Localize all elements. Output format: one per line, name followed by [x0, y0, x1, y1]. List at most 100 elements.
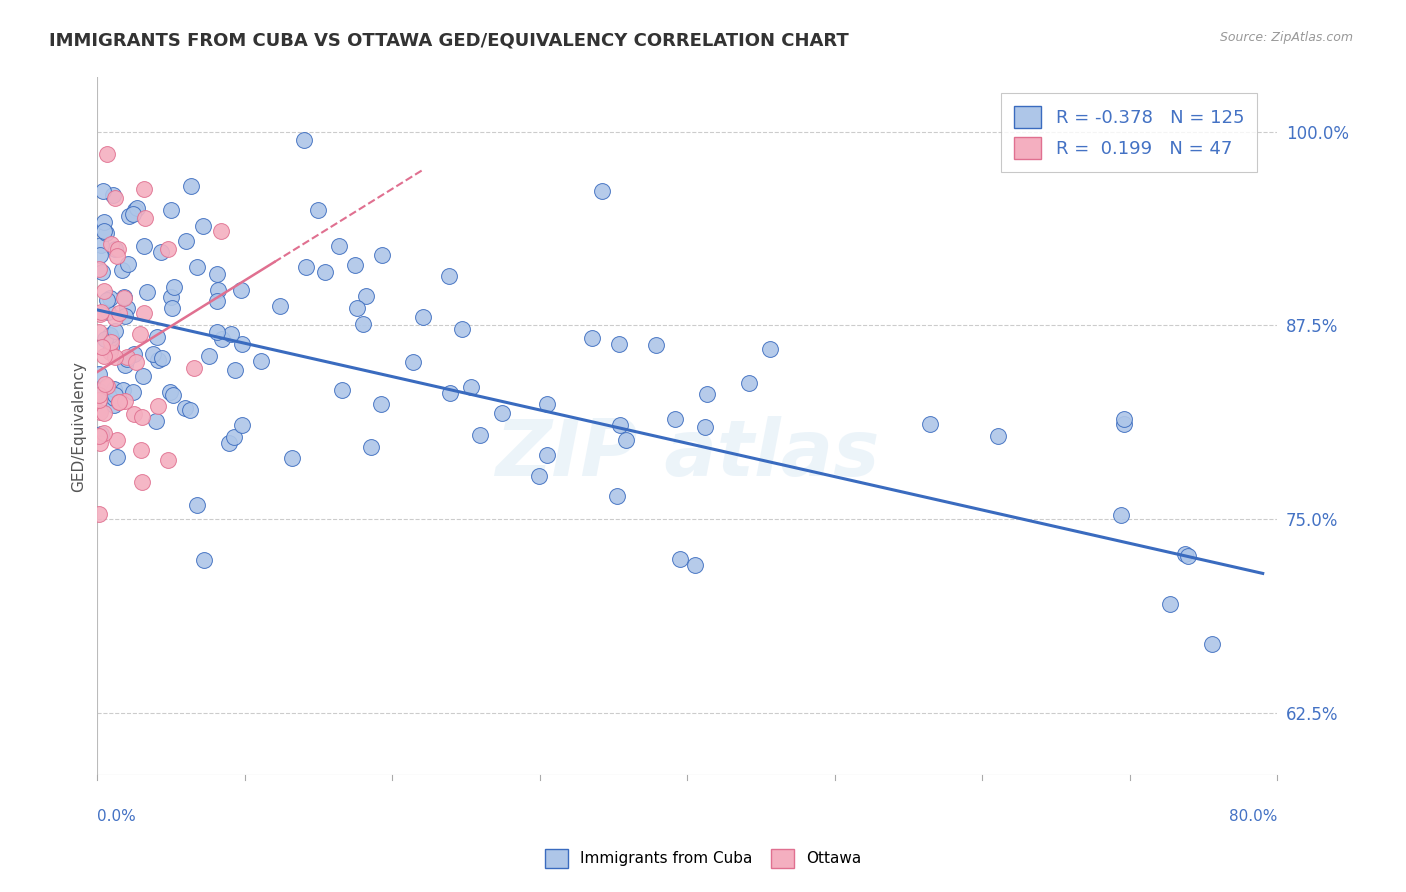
Point — [90, 304, 112, 318]
Point — [107, 394, 129, 409]
Point — [193, 219, 215, 233]
Point — [146, 330, 169, 344]
Point — [96, 293, 118, 307]
Point — [159, 385, 181, 400]
Point — [439, 385, 461, 400]
Point — [93, 284, 115, 298]
Point — [117, 257, 139, 271]
Point — [231, 337, 253, 351]
Point — [352, 317, 374, 331]
Point — [207, 268, 229, 282]
Point — [100, 331, 122, 345]
Point — [174, 234, 197, 248]
Point — [307, 202, 329, 217]
Point — [122, 407, 145, 421]
Point — [89, 307, 111, 321]
Point — [356, 289, 378, 303]
Point — [292, 133, 315, 147]
Point — [460, 379, 482, 393]
Point — [108, 394, 131, 409]
Y-axis label: GED/Equivalency: GED/Equivalency — [72, 360, 86, 491]
Point — [97, 304, 120, 318]
Point — [89, 248, 111, 262]
Text: Source: ZipAtlas.com: Source: ZipAtlas.com — [1219, 31, 1353, 45]
Point — [402, 354, 425, 368]
Point — [93, 215, 115, 229]
Point — [343, 258, 366, 272]
Point — [606, 489, 628, 503]
Point — [918, 417, 941, 431]
Point — [87, 429, 110, 443]
Point — [197, 349, 219, 363]
Point — [91, 185, 114, 199]
Point — [104, 311, 127, 326]
Point — [330, 383, 353, 397]
Point — [104, 388, 127, 402]
Point — [1159, 597, 1181, 611]
Point — [89, 392, 111, 407]
Point — [132, 369, 155, 384]
Point — [87, 368, 110, 382]
Point — [281, 451, 304, 466]
Point — [491, 406, 513, 420]
Point — [132, 182, 155, 196]
Point — [224, 363, 246, 377]
Point — [131, 475, 153, 489]
Point — [664, 411, 686, 425]
Point — [87, 384, 110, 398]
Point — [149, 245, 172, 260]
Point — [91, 340, 114, 354]
Point — [108, 306, 131, 320]
Point — [87, 507, 110, 521]
Point — [150, 351, 173, 365]
Point — [328, 239, 350, 253]
Point — [101, 188, 124, 202]
Point — [669, 551, 692, 566]
Point — [183, 360, 205, 375]
Point — [115, 301, 138, 315]
Point — [122, 384, 145, 399]
Point — [591, 184, 613, 198]
Point — [96, 146, 118, 161]
Point — [224, 430, 246, 444]
Point — [104, 242, 127, 256]
Point — [100, 237, 122, 252]
Point — [104, 350, 127, 364]
Point — [186, 498, 208, 512]
Point — [98, 327, 121, 342]
Point — [112, 383, 135, 397]
Point — [180, 178, 202, 193]
Point — [614, 433, 637, 447]
Point — [581, 331, 603, 345]
Point — [103, 398, 125, 412]
Point — [114, 393, 136, 408]
Point — [231, 417, 253, 432]
Point — [1174, 547, 1197, 561]
Point — [609, 336, 631, 351]
Point — [90, 238, 112, 252]
Point — [93, 350, 115, 364]
Point — [221, 326, 243, 341]
Point — [207, 283, 229, 297]
Point — [142, 346, 165, 360]
Point — [129, 326, 152, 341]
Point — [346, 301, 368, 315]
Point — [112, 290, 135, 304]
Point — [100, 335, 122, 350]
Point — [193, 553, 215, 567]
Point — [205, 293, 228, 308]
Point — [160, 301, 183, 316]
Point — [94, 376, 117, 391]
Point — [94, 226, 117, 240]
Point — [1201, 637, 1223, 651]
Point — [132, 306, 155, 320]
Point — [105, 450, 128, 464]
Point — [134, 211, 156, 225]
Point — [104, 325, 127, 339]
Point — [124, 202, 146, 217]
Point — [269, 299, 291, 313]
Point — [179, 402, 201, 417]
Point — [125, 354, 148, 368]
Point — [370, 247, 392, 261]
Point — [124, 347, 146, 361]
